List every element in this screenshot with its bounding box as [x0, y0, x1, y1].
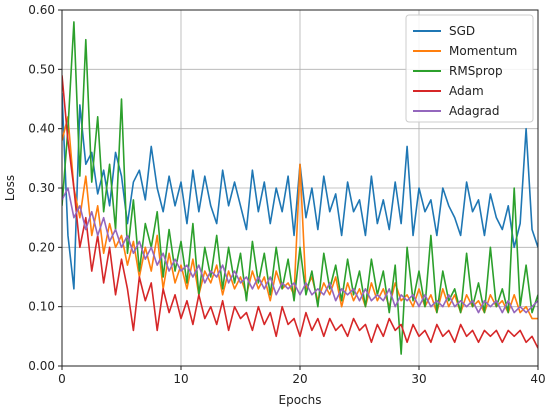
y-tick-label: 0.30 [28, 181, 55, 195]
series-line-adam [62, 75, 538, 349]
x-axis-label: Epochs [279, 393, 322, 407]
y-tick-label: 0.50 [28, 62, 55, 76]
legend-label-adam: Adam [449, 84, 484, 98]
legend-label-adagrad: Adagrad [449, 104, 500, 118]
y-tick-label: 0.00 [28, 359, 55, 373]
y-axis: 0.00 0.10 0.20 0.30 0.40 0.50 0.60 [28, 3, 62, 373]
series-line-rmsprop [62, 21, 538, 355]
y-axis-label: Loss [3, 175, 17, 201]
y-tick-label: 0.10 [28, 300, 55, 314]
y-tick-label: 0.60 [28, 3, 55, 17]
x-tick-label: 0 [58, 372, 66, 386]
legend-label-momentum: Momentum [449, 44, 517, 58]
legend-label-sgd: SGD [449, 24, 475, 38]
x-tick-label: 20 [292, 372, 307, 386]
y-tick-label: 0.40 [28, 122, 55, 136]
legend-label-rmsprop: RMSprop [449, 64, 503, 78]
x-axis: 0 10 20 30 40 [58, 366, 546, 386]
y-tick-label: 0.20 [28, 240, 55, 254]
x-tick-label: 10 [173, 372, 188, 386]
x-tick-label: 30 [411, 372, 426, 386]
series-line-adagrad [62, 187, 538, 314]
legend: SGD Momentum RMSprop Adam Adagrad [405, 14, 534, 123]
x-tick-label: 40 [530, 372, 545, 386]
series-layer [62, 21, 538, 355]
legend-box [405, 14, 534, 123]
